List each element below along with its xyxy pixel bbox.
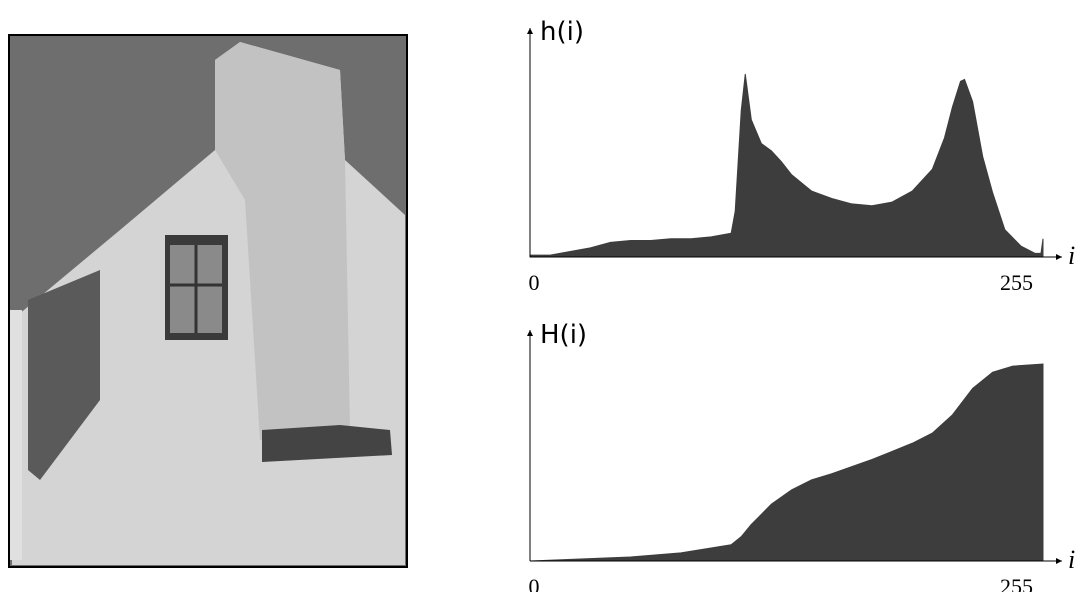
x-axis-label: i (1068, 545, 1075, 574)
x-tick-label: 255 (1000, 574, 1033, 592)
x-axis-arrow (1056, 254, 1062, 260)
y-axis-arrow (527, 28, 533, 34)
y-axis-label: h(i) (540, 17, 584, 47)
area (529, 363, 1044, 562)
x-tick-label: 255 (1000, 270, 1033, 295)
y-axis-label: H(i) (540, 320, 587, 350)
histogram-chart: h(i) i 0 255 (527, 17, 1075, 295)
x-axis-label: i (1068, 241, 1075, 270)
photo (8, 34, 408, 568)
area (529, 73, 1044, 258)
cumulative-chart: H(i) i 0 255 (527, 320, 1075, 592)
x-tick-label: 0 (529, 270, 540, 295)
x-axis-arrow (1056, 558, 1062, 564)
y-axis-arrow (527, 330, 533, 336)
x-tick-label: 0 (529, 574, 540, 592)
